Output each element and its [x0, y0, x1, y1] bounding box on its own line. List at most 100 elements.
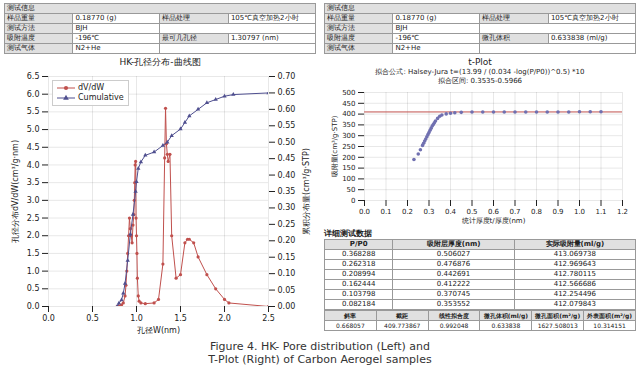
html-text:t-Plot: t-Plot — [468, 57, 492, 67]
html-text:拟合公式: Halsey-Jura t=(13.99 / (: 拟合公式: Halsey-Jura t=(13.99 / (0.034 -log… — [375, 68, 585, 76]
html-text:Cumulative: Cumulative — [78, 93, 124, 102]
svg-text:0.15: 0.15 — [278, 253, 296, 262]
html-text:测试方法: 测试方法 — [7, 24, 35, 32]
html-text:测试方法: 测试方法 — [327, 24, 355, 32]
svg-text:1.0: 1.0 — [574, 208, 585, 216]
svg-text:0.55: 0.55 — [278, 121, 296, 130]
svg-text:150: 150 — [342, 164, 355, 172]
html-text:105℃真空加热2小时: 105℃真空加热2小时 — [230, 14, 299, 22]
svg-text:1.0: 1.0 — [130, 314, 143, 323]
html-text:HK-孔径分布-曲线图: HK-孔径分布-曲线图 — [119, 57, 201, 67]
svg-text:3.0: 3.0 — [27, 196, 40, 205]
html-text:详细测试数据: 详细测试数据 — [324, 229, 372, 238]
html-text:N2+He: N2+He — [395, 44, 421, 52]
svg-text:0.8: 0.8 — [531, 208, 542, 216]
svg-text:0.30: 0.30 — [278, 203, 296, 212]
svg-text:0.45: 0.45 — [278, 154, 296, 163]
html-text:样品重量: 样品重量 — [327, 14, 355, 22]
html-text:0.633838 (ml/g): 0.633838 (ml/g) — [550, 34, 608, 42]
html-text:拟合区间: 0.3535-0.5966: 拟合区间: 0.3535-0.5966 — [437, 77, 522, 85]
svg-text:500: 500 — [342, 89, 355, 97]
html-text:吸附温度: 吸附温度 — [7, 34, 35, 42]
svg-text:1.5: 1.5 — [27, 249, 40, 258]
svg-text:0.9: 0.9 — [552, 208, 563, 216]
html-text:吸附温度: 吸附温度 — [327, 34, 355, 42]
html-text:-196℃: -196℃ — [75, 34, 100, 42]
svg-text:0.0: 0.0 — [359, 208, 370, 216]
svg-text:450: 450 — [342, 100, 355, 108]
svg-text:0.10: 0.10 — [278, 269, 296, 278]
svg-text:1.2: 1.2 — [617, 208, 628, 216]
html-text:0.18770 (g): 0.18770 (g) — [395, 14, 437, 22]
svg-text:0.00: 0.00 — [278, 302, 296, 311]
svg-text:0.60: 0.60 — [278, 105, 296, 114]
svg-text:0.65: 0.65 — [278, 88, 296, 97]
html-text:测试信息: 测试信息 — [327, 4, 355, 12]
svg-text:0.5: 0.5 — [466, 208, 477, 216]
svg-text:1.0: 1.0 — [27, 267, 40, 276]
html-text:测试气体: 测试气体 — [327, 44, 355, 52]
svg-text:0.05: 0.05 — [278, 286, 296, 295]
svg-text:400: 400 — [342, 110, 355, 118]
svg-text:0.40: 0.40 — [278, 171, 296, 180]
html-text:最可几孔径: 最可几孔径 — [162, 34, 198, 42]
html-text:P/P0: P/P0 — [349, 240, 368, 248]
svg-text:100: 100 — [342, 175, 355, 183]
svg-text:5.5: 5.5 — [27, 107, 40, 116]
svg-text:2.5: 2.5 — [27, 214, 40, 223]
svg-text:统计厚度t/厚度(nm): 统计厚度t/厚度(nm) — [462, 217, 526, 225]
html-text:样品处理: 样品处理 — [482, 14, 511, 22]
html-text:BJH: BJH — [395, 24, 408, 32]
svg-text:5.0: 5.0 — [27, 125, 40, 134]
svg-text:6.0: 6.0 — [27, 90, 40, 99]
html-text:BJH: BJH — [75, 24, 88, 32]
svg-text:350: 350 — [342, 121, 355, 129]
html-text:样品处理: 样品处理 — [162, 14, 191, 22]
svg-text:250: 250 — [342, 143, 355, 151]
svg-text:0.7: 0.7 — [509, 208, 520, 216]
svg-text:2.5: 2.5 — [262, 314, 275, 323]
svg-text:4.5: 4.5 — [27, 143, 40, 152]
svg-text:0.5: 0.5 — [86, 314, 99, 323]
html-text:Figure 4. HK- Pore distributio: Figure 4. HK- Pore distribution (Left) a… — [210, 340, 430, 353]
html-text:-196℃: -196℃ — [395, 34, 420, 42]
html-text:0.18770 (g): 0.18770 (g) — [75, 14, 117, 22]
svg-text:50: 50 — [347, 186, 356, 194]
svg-text:0.3: 0.3 — [423, 208, 434, 216]
svg-text:0.50: 0.50 — [278, 138, 296, 147]
svg-text:0.35: 0.35 — [278, 187, 296, 196]
svg-text:孔径分布dV/dW(cm³/g·nm): 孔径分布dV/dW(cm³/g·nm) — [11, 140, 20, 243]
svg-text:3.5: 3.5 — [27, 178, 40, 187]
svg-text:0.25: 0.25 — [278, 220, 296, 229]
svg-text:0.2: 0.2 — [402, 208, 413, 216]
html-text:测试信息: 测试信息 — [7, 4, 35, 12]
svg-text:0.4: 0.4 — [445, 208, 457, 216]
svg-text:0: 0 — [351, 197, 355, 205]
html-text:105℃真空加热2小时: 105℃真空加热2小时 — [550, 14, 619, 22]
svg-text:0.5: 0.5 — [27, 284, 40, 293]
html-text:样品重量: 样品重量 — [7, 14, 35, 22]
svg-text:吸附量(cm³/g·STP): 吸附量(cm³/g·STP) — [331, 115, 339, 177]
html-text:微孔体积: 微孔体积 — [482, 34, 511, 42]
html-text:1.30797 (nm): 1.30797 (nm) — [230, 34, 279, 42]
svg-text:0.0: 0.0 — [42, 314, 55, 323]
html-text:T-Plot (Right) of Carbon Aerog: T-Plot (Right) of Carbon Aerogel samples — [208, 353, 432, 366]
svg-text:0.20: 0.20 — [278, 236, 296, 245]
svg-text:6.5: 6.5 — [27, 72, 40, 81]
svg-text:200: 200 — [342, 154, 355, 162]
svg-text:累积分布量(cm³/g·STP): 累积分布量(cm³/g·STP) — [302, 148, 311, 235]
svg-text:1.5: 1.5 — [174, 314, 187, 323]
svg-text:4.0: 4.0 — [27, 161, 40, 170]
svg-text:2.0: 2.0 — [27, 231, 40, 240]
svg-text:0.1: 0.1 — [380, 208, 391, 216]
svg-text:2.0: 2.0 — [218, 314, 231, 323]
html-text:测试气体: 测试气体 — [7, 44, 35, 52]
svg-text:300: 300 — [342, 132, 355, 140]
html-text:N2+He: N2+He — [75, 44, 101, 52]
svg-text:孔径W(nm): 孔径W(nm) — [137, 326, 180, 335]
svg-text:0.6: 0.6 — [488, 208, 500, 216]
html-text:dV/dW: dV/dW — [78, 83, 105, 92]
svg-text:1.1: 1.1 — [595, 208, 606, 216]
svg-text:0.70: 0.70 — [278, 72, 296, 81]
svg-text:0.0: 0.0 — [27, 302, 40, 311]
